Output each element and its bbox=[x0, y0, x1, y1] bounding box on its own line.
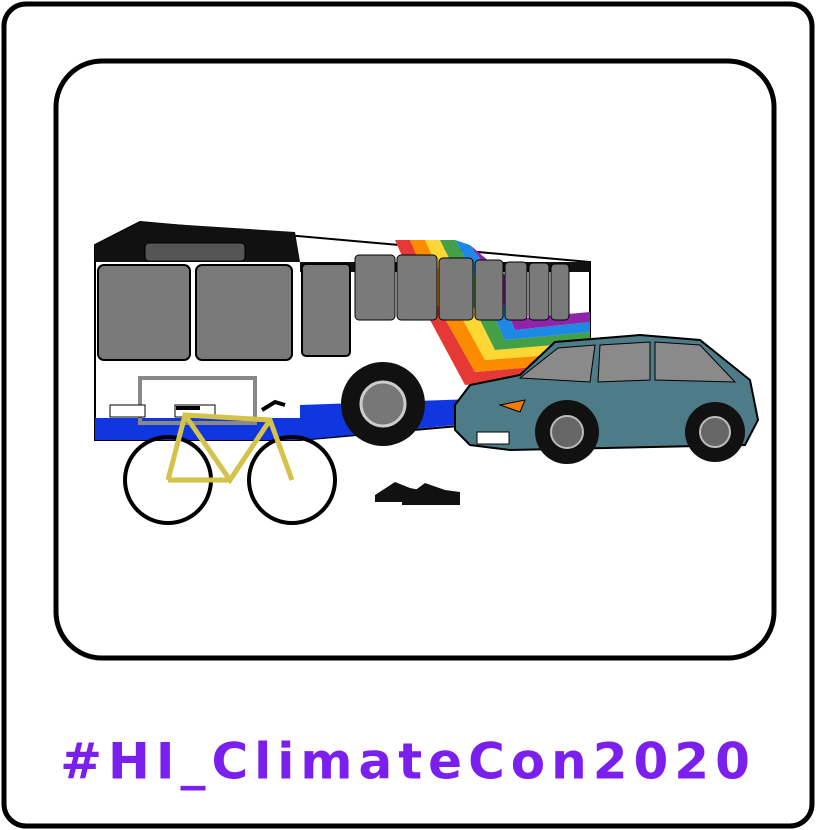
car-hub bbox=[551, 416, 583, 448]
bus-window bbox=[397, 255, 437, 320]
car-plate bbox=[477, 432, 509, 444]
bus-window bbox=[355, 255, 395, 320]
bus-window bbox=[475, 260, 503, 320]
bus-hub bbox=[361, 382, 405, 426]
hashtag: #HI_ClimateCon2020 bbox=[60, 733, 756, 791]
page: #HI_ClimateCon2020 (() => { const data =… bbox=[0, 0, 816, 830]
bus-windshield bbox=[98, 265, 190, 360]
bus-door bbox=[302, 264, 350, 356]
car-window bbox=[598, 342, 650, 382]
bus-window bbox=[551, 264, 569, 320]
bus-light bbox=[110, 405, 145, 417]
car-hub bbox=[700, 417, 730, 447]
bus-window bbox=[529, 263, 549, 320]
bus-windshield bbox=[196, 265, 292, 360]
bus-sign bbox=[145, 243, 245, 261]
poster: #HI_ClimateCon2020 bbox=[0, 0, 816, 830]
bus-window bbox=[505, 262, 527, 320]
bus-window bbox=[439, 258, 473, 320]
